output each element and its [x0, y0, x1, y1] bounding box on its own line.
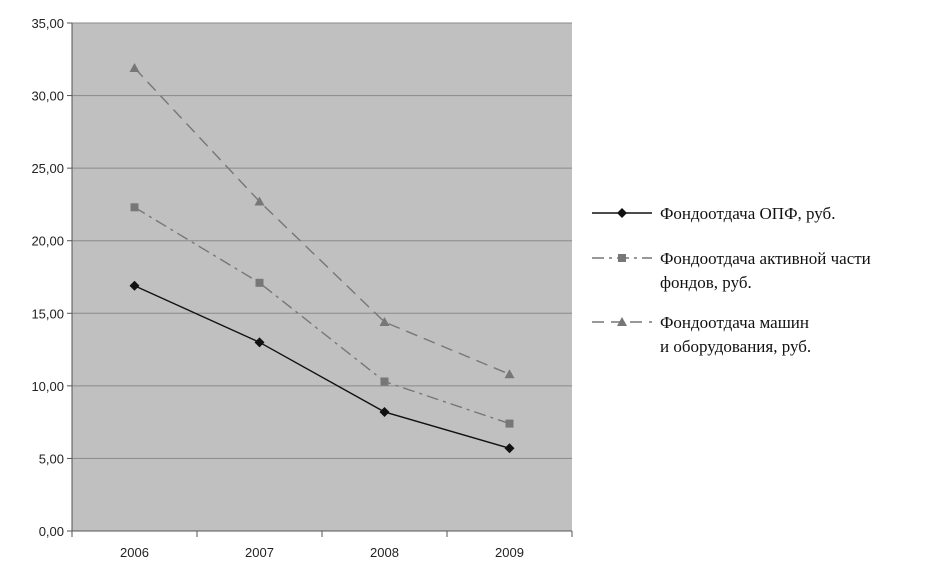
x-tick-label: 2008 — [370, 545, 399, 560]
x-tick-labels: 2006 2007 2008 2009 — [120, 545, 524, 560]
y-tick-labels: 0,00 5,00 10,00 15,00 20,00 25,00 30,00 35,00 — [31, 16, 64, 539]
plot-area — [72, 23, 572, 531]
series-line — [134, 206, 510, 425]
x-tick-label: 2006 — [120, 545, 149, 560]
data-point — [129, 280, 140, 291]
series-3 — [129, 62, 515, 379]
legend-label: Фондоотдача машин — [660, 313, 809, 332]
legend: Фондоотдача ОПФ, руб. Фондоотдача активно… — [592, 204, 871, 356]
legend-marker — [618, 254, 626, 262]
data-point — [504, 443, 515, 454]
legend-marker — [617, 317, 627, 326]
data-point — [505, 419, 514, 428]
series-layer — [129, 62, 515, 454]
x-tick-label: 2007 — [245, 545, 274, 560]
data-point — [130, 203, 139, 212]
y-tick-label: 5,00 — [39, 451, 64, 466]
x-tick-label: 2009 — [495, 545, 524, 560]
data-point — [504, 369, 515, 379]
y-tick-label: 20,00 — [31, 234, 64, 249]
legend-item-1: Фондоотдача ОПФ, руб. — [592, 204, 835, 223]
series-2 — [130, 203, 514, 428]
series-line — [133, 67, 510, 375]
axes — [67, 22, 573, 537]
data-point — [379, 316, 390, 326]
data-point — [255, 278, 264, 287]
legend-marker — [617, 208, 627, 218]
series-line — [134, 285, 510, 449]
series-1 — [129, 280, 515, 454]
y-tick-label: 25,00 — [31, 161, 64, 176]
legend-box — [578, 180, 670, 376]
legend-label: Фондоотдача активной части — [660, 249, 871, 268]
legend-item-2: Фондоотдача активной части фондов, руб. — [592, 249, 871, 292]
y-tick-label: 35,00 — [31, 16, 64, 31]
data-point — [380, 377, 389, 386]
y-tick-label: 30,00 — [31, 89, 64, 104]
gridlines — [72, 22, 572, 532]
data-point — [379, 406, 390, 417]
legend-label: фондов, руб. — [660, 273, 752, 292]
data-point — [254, 196, 265, 206]
legend-item-3: Фондоотдача машин и оборудования, руб. — [592, 313, 811, 356]
y-tick-label: 0,00 — [39, 524, 64, 539]
legend-label: и оборудования, руб. — [660, 337, 811, 356]
data-point — [254, 337, 265, 348]
legend-label: Фондоотдача ОПФ, руб. — [660, 204, 835, 223]
y-tick-label: 10,00 — [31, 379, 64, 394]
data-point — [129, 62, 140, 72]
y-tick-label: 15,00 — [31, 306, 64, 321]
